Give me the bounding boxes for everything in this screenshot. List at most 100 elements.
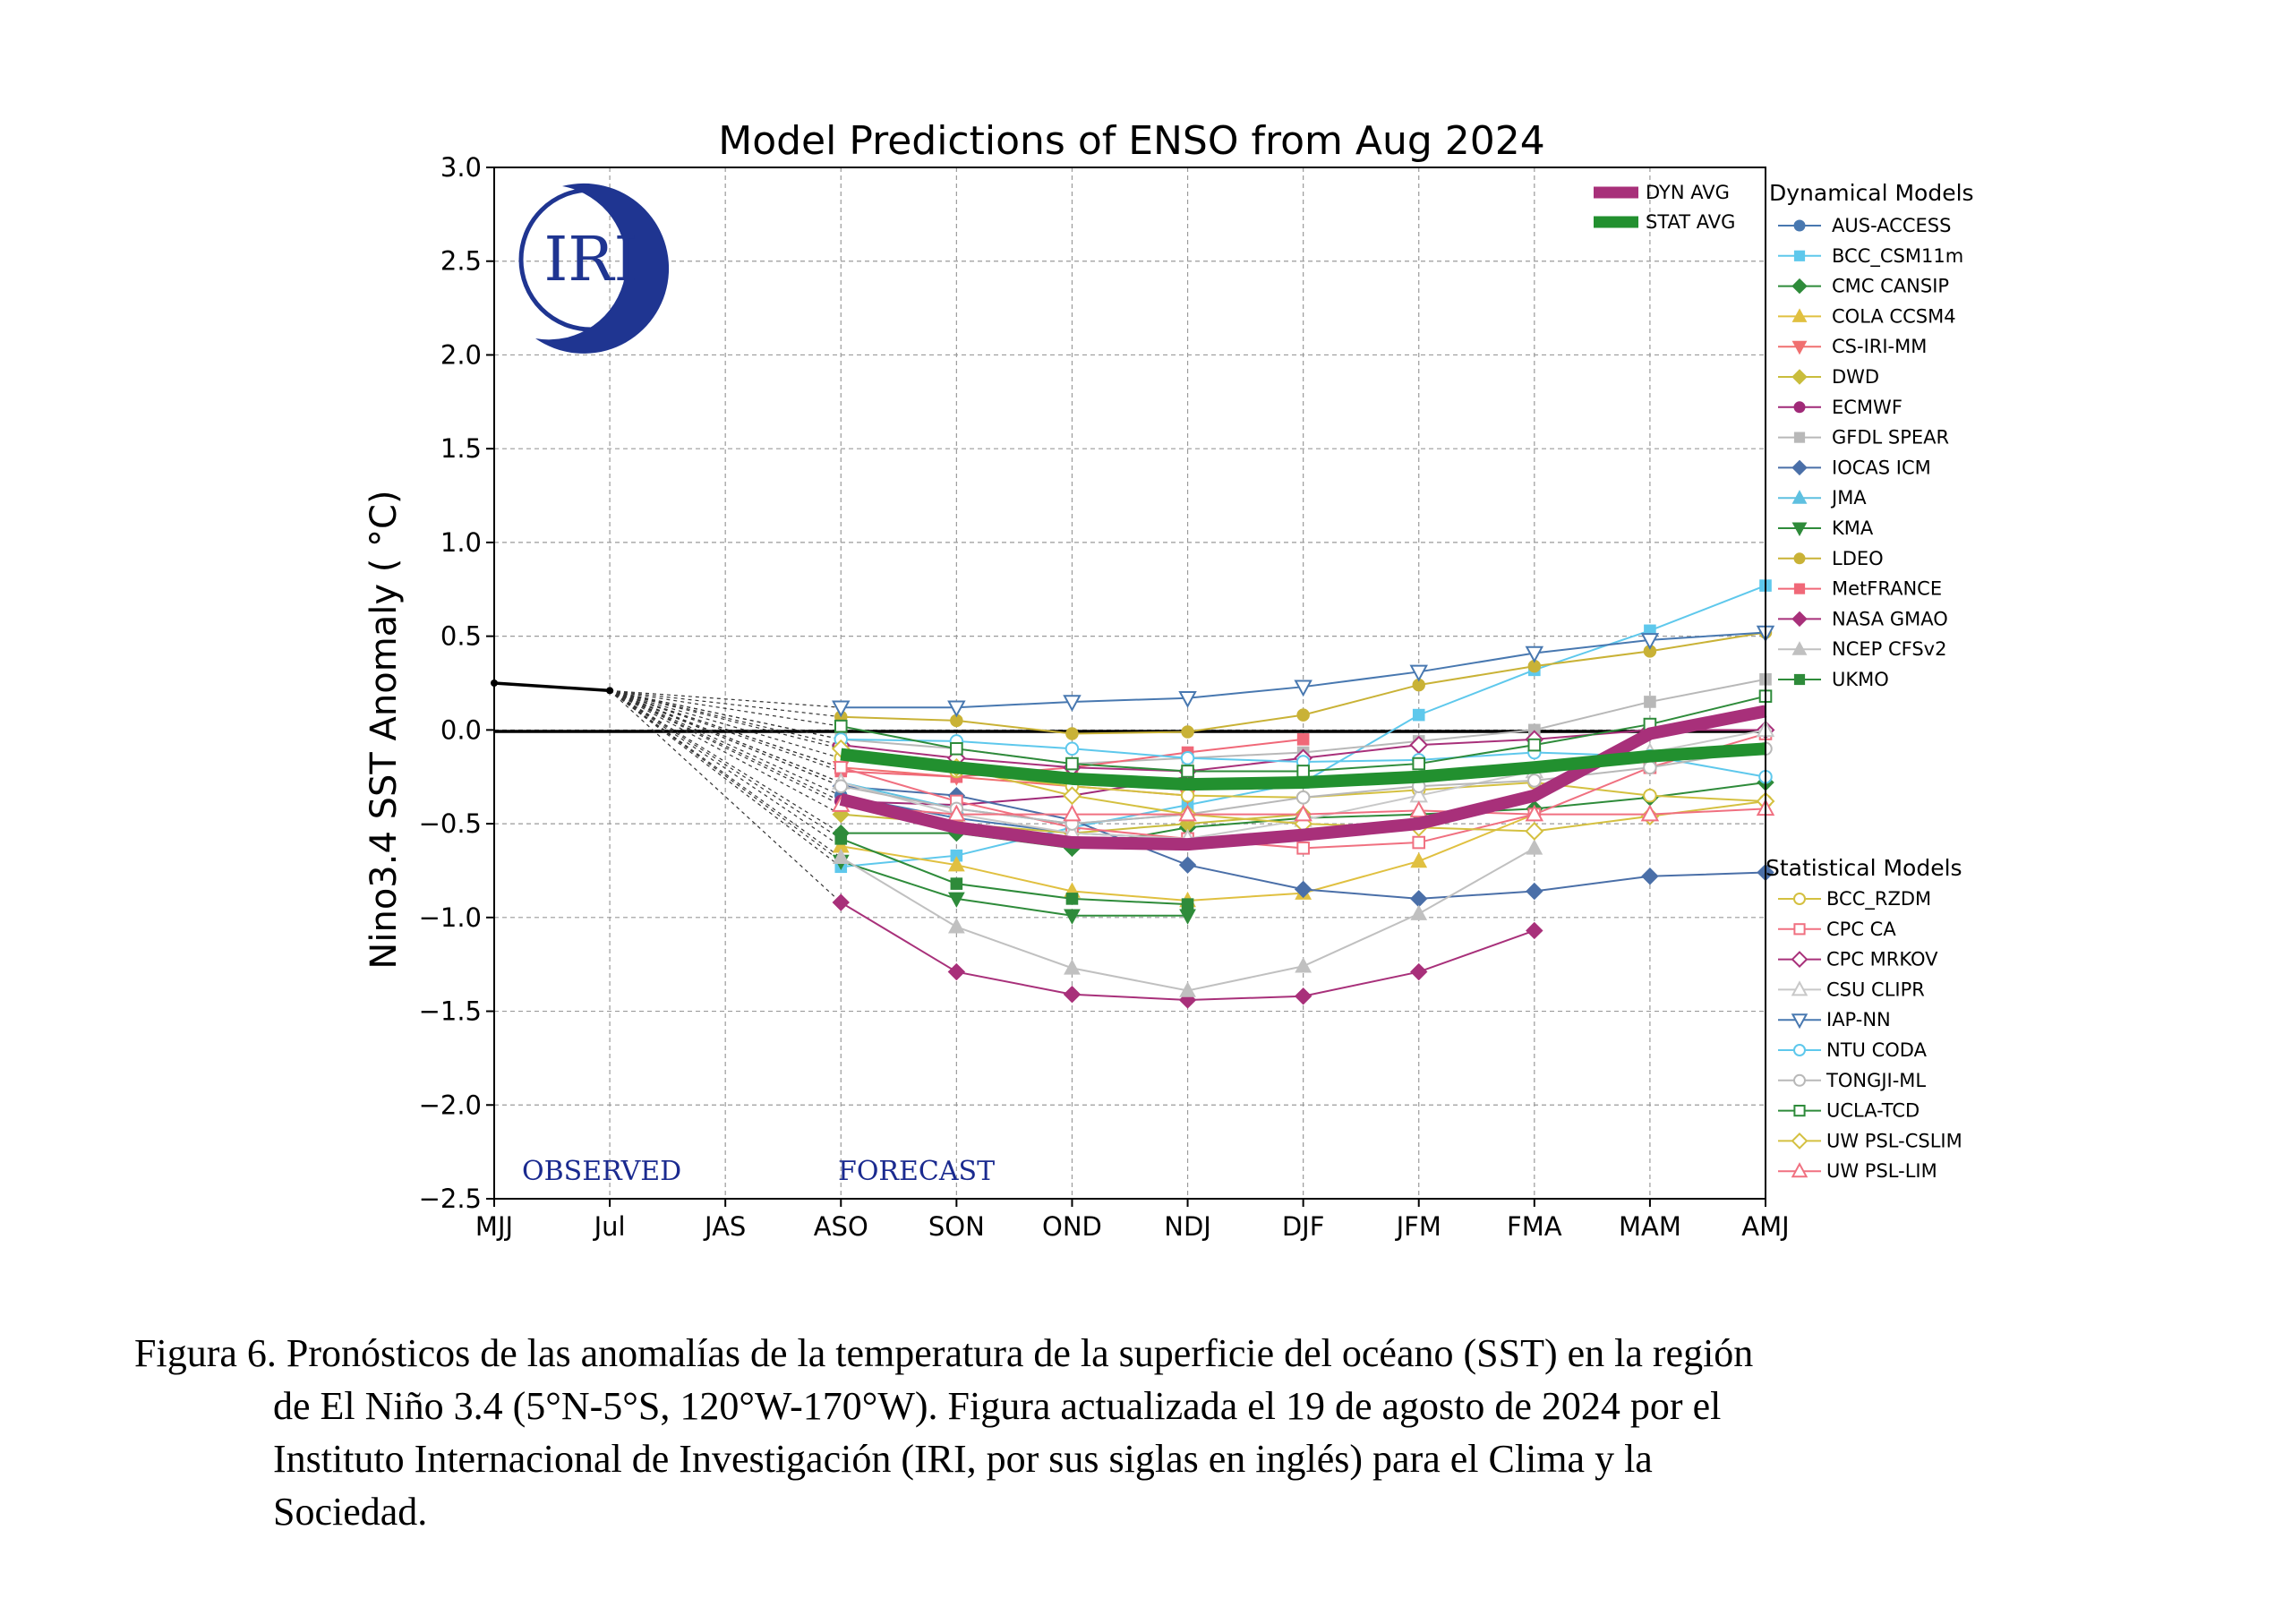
legend-label: BCC_RZDM xyxy=(1826,888,1931,910)
legend-label: UKMO xyxy=(1832,669,1889,690)
series-kma xyxy=(832,854,1196,925)
series-line xyxy=(840,837,1188,906)
legend-marker xyxy=(1791,490,1808,504)
data-point xyxy=(1640,804,1660,822)
legend-item: CMC CANSIP xyxy=(1778,276,1949,297)
data-point xyxy=(1644,696,1656,708)
data-point xyxy=(1064,959,1081,975)
y-tick-label: 2.5 xyxy=(440,246,482,277)
legend-label: DYN AVG xyxy=(1646,182,1730,203)
legend-item: IOCAS ICM xyxy=(1778,457,1931,478)
data-point xyxy=(1640,633,1660,650)
x-tick-label: Jul xyxy=(593,1211,626,1242)
legend-marker xyxy=(1793,673,1806,686)
legend-marker xyxy=(1793,893,1806,905)
x-tick-label: AMJ xyxy=(1741,1211,1789,1242)
average-series xyxy=(839,705,1767,851)
data-point xyxy=(1410,890,1428,908)
series-ncep-cfsv2 xyxy=(832,839,1543,997)
plot-frame xyxy=(493,167,1766,1200)
legend-label: IOCAS ICM xyxy=(1832,457,1931,478)
data-point xyxy=(1296,708,1310,722)
legend-label: MetFRANCE xyxy=(1832,578,1942,600)
y-tick-label: 1.0 xyxy=(440,527,482,558)
legend-label: CS-IRI-MM xyxy=(1832,336,1927,357)
legend-label: CPC CA xyxy=(1826,919,1896,940)
connector-line xyxy=(609,689,842,816)
data-point xyxy=(1178,856,1197,874)
dynamical-legend-header: Dynamical Models xyxy=(1769,180,1974,206)
data-point xyxy=(1526,921,1543,940)
chart-title: Model Predictions of ENSO from Aug 2024 xyxy=(718,118,1545,164)
data-point xyxy=(1294,804,1313,822)
data-point xyxy=(1181,725,1194,739)
legend-marker xyxy=(1791,369,1808,385)
connector-line xyxy=(610,689,842,708)
data-point xyxy=(832,700,851,718)
x-tick-label: JAS xyxy=(703,1211,746,1242)
data-point xyxy=(1063,786,1082,806)
y-tick-label: 3.0 xyxy=(440,152,482,183)
legend-label: IAP-NN xyxy=(1826,1009,1891,1030)
y-axis-title: Nino3.4 SST Anomaly ( °C) xyxy=(363,490,405,969)
data-point xyxy=(1294,880,1313,899)
connector-line xyxy=(609,689,842,862)
legend-label: LDEO xyxy=(1832,548,1884,569)
legend-label: GFDL SPEAR xyxy=(1832,427,1949,449)
data-point xyxy=(1641,868,1659,885)
observed-line xyxy=(493,681,611,693)
legend-item: MetFRANCE xyxy=(1778,578,1942,600)
legend-label: UCLA-TCD xyxy=(1826,1100,1920,1122)
y-tick-label: −0.5 xyxy=(419,808,482,839)
data-point xyxy=(1180,788,1195,803)
data-point xyxy=(947,856,965,872)
legend-label: CPC MRKOV xyxy=(1826,949,1938,970)
legend-marker xyxy=(1793,219,1806,232)
data-point xyxy=(1065,741,1080,756)
legend-marker xyxy=(1791,1013,1808,1030)
y-tick-label: −1.0 xyxy=(419,902,482,933)
legend-marker xyxy=(1793,923,1806,936)
legend-marker xyxy=(1793,1073,1806,1087)
data-point xyxy=(1178,804,1197,822)
legend-marker xyxy=(1791,340,1808,355)
connector-line xyxy=(609,689,842,903)
legend-marker xyxy=(1791,278,1808,295)
legend-item: ECMWF xyxy=(1778,397,1902,418)
x-tick-label: FMA xyxy=(1507,1211,1562,1242)
legend-item: NCEP CFSv2 xyxy=(1778,638,1946,660)
statistical-legend-header: Statistical Models xyxy=(1766,855,1962,881)
x-tick-label: SON xyxy=(928,1211,985,1242)
legend-marker xyxy=(1793,1044,1806,1056)
data-point xyxy=(1296,842,1310,855)
legend-label: NCEP CFSv2 xyxy=(1832,638,1946,660)
x-tick-label: OND xyxy=(1042,1211,1102,1242)
forecast-label: FORECAST xyxy=(838,1156,995,1187)
plot-area xyxy=(491,167,1775,1200)
series-ldeo xyxy=(834,626,1773,740)
connector-line xyxy=(609,689,842,840)
data-point xyxy=(1063,804,1082,822)
legend-label: CSU CLIPR xyxy=(1826,979,1925,1000)
legend-marker xyxy=(1791,522,1808,537)
connector-line xyxy=(609,689,842,727)
x-axis-ticks: MJJ Jul JAS ASO SON OND NDJ DJF JFM FMA MAM AMJ xyxy=(475,1199,1790,1242)
data-point xyxy=(950,877,963,890)
legend-marker xyxy=(1793,250,1806,261)
x-tick-label: JFM xyxy=(1395,1211,1441,1242)
connector-line xyxy=(609,689,842,768)
legend-item: TONGJI-ML xyxy=(1778,1070,1926,1091)
connector-line xyxy=(609,689,842,787)
data-point xyxy=(1063,985,1082,1004)
observed-point xyxy=(606,687,614,695)
data-point xyxy=(1179,981,1196,997)
data-point xyxy=(1410,851,1428,868)
legend-label: JMA xyxy=(1830,487,1867,509)
legend-item: DWD xyxy=(1778,366,1879,388)
connector-line xyxy=(609,689,842,740)
legend-item: NASA GMAO xyxy=(1778,608,1948,629)
legend-marker xyxy=(1791,951,1808,969)
data-point xyxy=(947,918,965,934)
legend-marker xyxy=(1793,552,1806,565)
legend-marker xyxy=(1791,459,1808,476)
